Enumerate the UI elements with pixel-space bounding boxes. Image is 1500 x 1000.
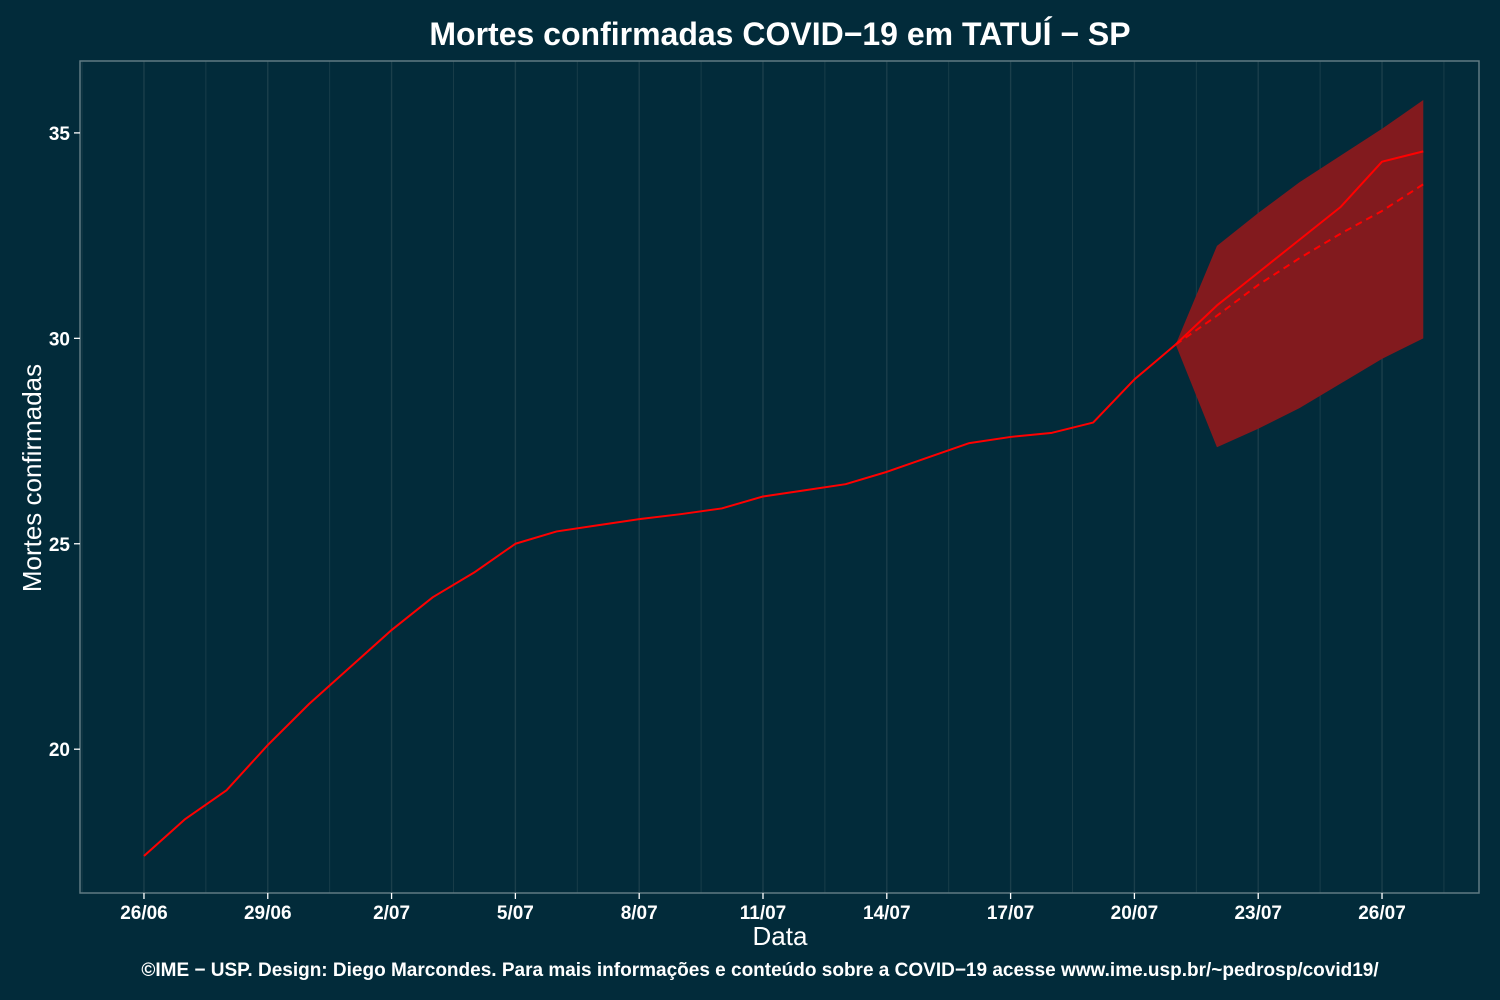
confidence-band-layer bbox=[1175, 100, 1424, 448]
x-tick-label: 8/07 bbox=[621, 903, 658, 924]
chart-caption: ©IME − USP. Design: Diego Marcondes. Par… bbox=[141, 960, 1379, 981]
series-layer bbox=[143, 150, 1424, 857]
gridlines bbox=[81, 61, 1445, 893]
y-axis: 20 25 30 35 bbox=[49, 124, 80, 761]
x-tick-label: 5/07 bbox=[497, 903, 534, 924]
y-tick-label: 25 bbox=[49, 535, 71, 556]
x-tick-label: 2/07 bbox=[373, 903, 410, 924]
x-axis-title: Data bbox=[753, 921, 808, 951]
series-line-dashed bbox=[1175, 183, 1424, 346]
x-tick-label: 17/07 bbox=[987, 903, 1035, 924]
series-line-2 bbox=[1174, 150, 1424, 346]
x-tick-label: 23/07 bbox=[1234, 903, 1282, 924]
y-tick-label: 20 bbox=[49, 740, 70, 761]
y-axis-title: Mortes confirmadas bbox=[17, 364, 47, 592]
y-tick-label: 30 bbox=[49, 329, 70, 350]
x-tick-label: 14/07 bbox=[863, 903, 911, 924]
x-tick-label: 26/06 bbox=[120, 903, 168, 924]
x-axis: 26/06 29/06 2/07 5/07 8/07 11/07 14/07 17/07 20/… bbox=[120, 893, 1406, 924]
series-line-1 bbox=[143, 343, 1177, 857]
chart-title: Mortes confirmadas COVID−19 em TATUÍ − S… bbox=[429, 16, 1130, 52]
x-tick-label: 20/07 bbox=[1111, 903, 1159, 924]
x-tick-label: 11/07 bbox=[740, 903, 787, 924]
x-tick-label: 26/07 bbox=[1358, 903, 1406, 924]
confidence-band bbox=[1175, 100, 1424, 448]
y-tick-label: 35 bbox=[49, 124, 71, 145]
x-tick-label: 29/06 bbox=[244, 903, 292, 924]
plot-frame bbox=[79, 60, 1480, 894]
